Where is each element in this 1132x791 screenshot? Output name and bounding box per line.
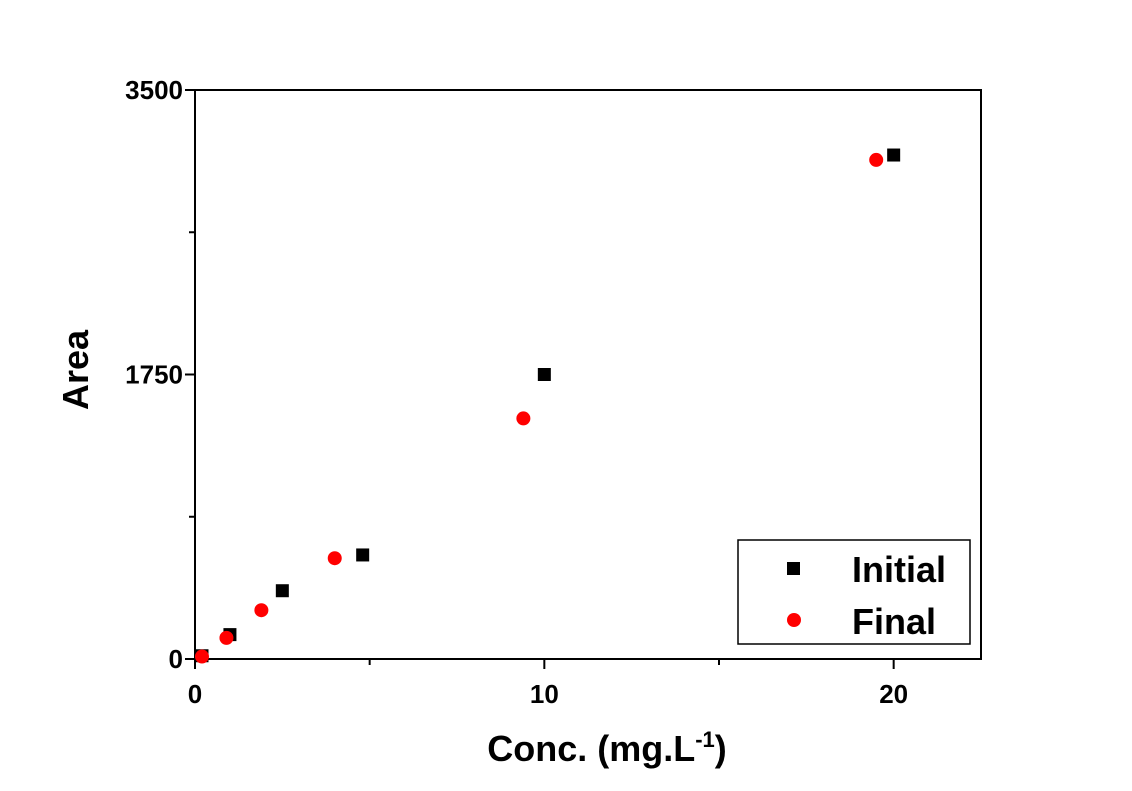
legend-marker-initial [787, 562, 800, 575]
point-final [869, 152, 884, 167]
x-axis-title-suffix: ) [715, 728, 727, 769]
y-tick-label: 1750 [125, 360, 183, 390]
x-axis-title-superscript: -1 [695, 727, 715, 752]
x-tick-label: 0 [188, 679, 202, 709]
x-tick-label: 20 [879, 679, 908, 709]
x-tick-label: 10 [530, 679, 559, 709]
x-axis-title: Conc. (mg.L-1) [487, 727, 727, 769]
point-final [254, 603, 269, 618]
x-axis-title-main: Conc. (mg.L [487, 728, 695, 769]
data-marks [194, 148, 901, 664]
legend-marker-final [787, 613, 801, 627]
point-initial [356, 548, 370, 562]
point-initial [537, 368, 551, 381]
point-final [516, 411, 531, 426]
point-initial [275, 584, 289, 598]
y-tick-label: 0 [169, 644, 183, 674]
y-axis-title: Area [55, 329, 96, 410]
y-tick-label: 3500 [125, 75, 183, 105]
point-final [327, 551, 342, 566]
point-final [194, 649, 209, 664]
point-initial [887, 148, 901, 162]
legend-label-initial: Initial [852, 549, 946, 590]
legend-box [737, 539, 971, 645]
axis-tick-labels: 0 10 20 0 1750 3500 [125, 75, 908, 709]
point-final [219, 630, 234, 645]
axis-ticks [185, 89, 895, 669]
legend: Initial Final [737, 539, 971, 645]
legend-label-final: Final [852, 601, 936, 642]
